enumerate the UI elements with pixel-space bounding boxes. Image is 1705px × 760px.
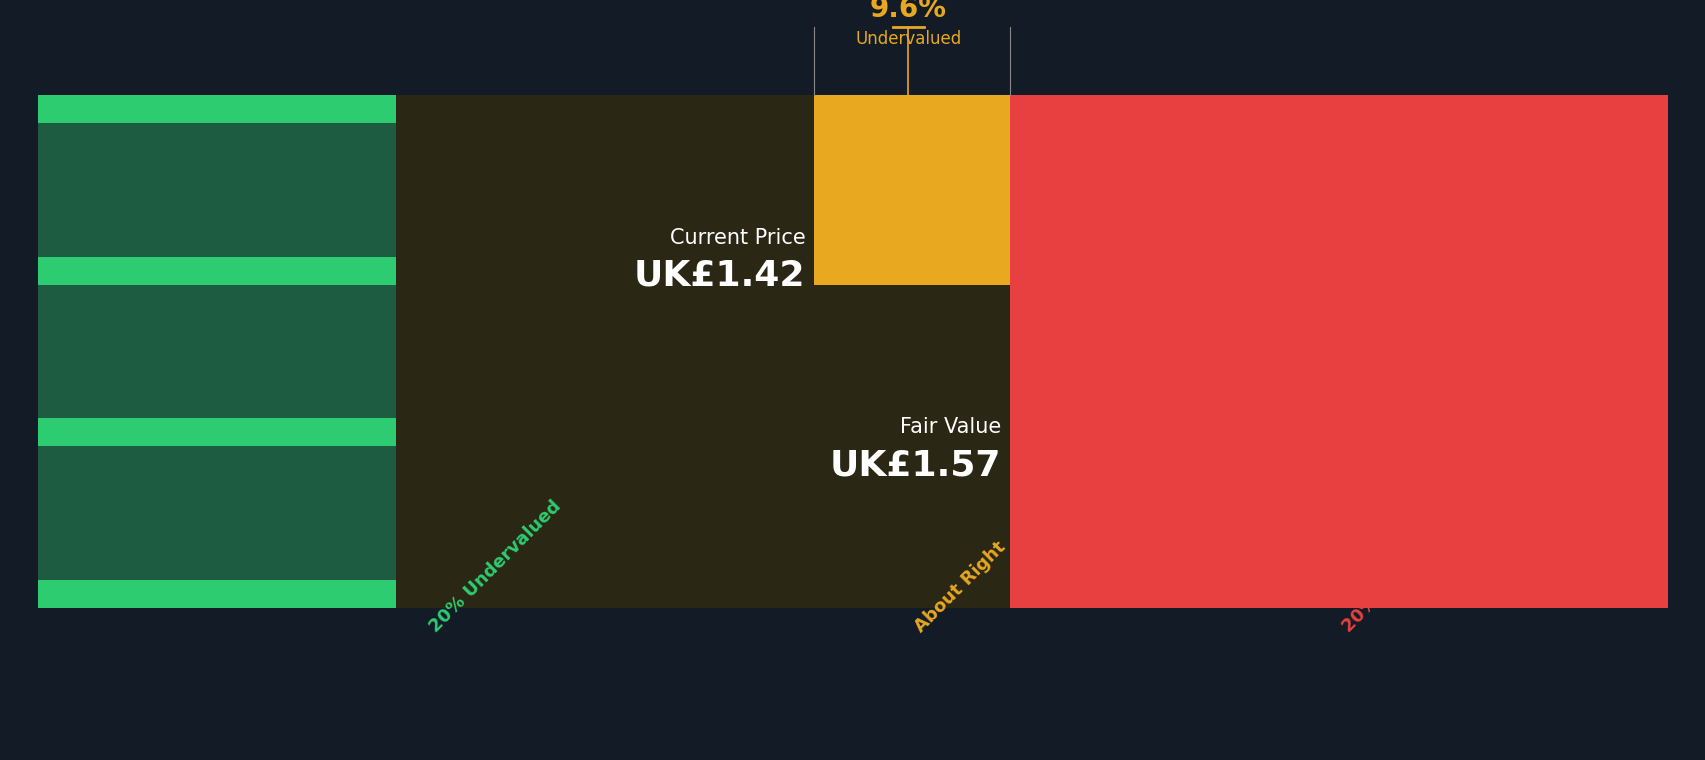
Bar: [38, 580, 1667, 608]
Text: 20% Overvalued: 20% Overvalued: [1338, 506, 1468, 636]
Bar: [813, 95, 1009, 608]
Bar: [1009, 95, 1667, 123]
Text: UK£1.42: UK£1.42: [634, 258, 805, 293]
Text: Current Price: Current Price: [668, 227, 805, 248]
Bar: [1009, 418, 1667, 446]
Bar: [38, 418, 1667, 446]
Bar: [813, 580, 1009, 608]
Bar: [1009, 95, 1667, 608]
Bar: [813, 418, 1009, 446]
Text: 9.6%: 9.6%: [870, 0, 946, 23]
Bar: [1009, 257, 1667, 285]
Bar: [38, 95, 813, 608]
Text: Fair Value: Fair Value: [899, 417, 1001, 438]
Bar: [38, 95, 1667, 123]
Text: Undervalued: Undervalued: [854, 30, 962, 49]
Text: UK£1.57: UK£1.57: [829, 448, 1001, 483]
Bar: [1009, 580, 1667, 608]
Bar: [38, 257, 1667, 285]
Text: About Right: About Right: [910, 538, 1009, 636]
Bar: [396, 285, 1009, 608]
Bar: [396, 95, 813, 418]
Bar: [813, 95, 1009, 123]
Bar: [813, 257, 1009, 285]
Text: 20% Undervalued: 20% Undervalued: [426, 497, 564, 636]
